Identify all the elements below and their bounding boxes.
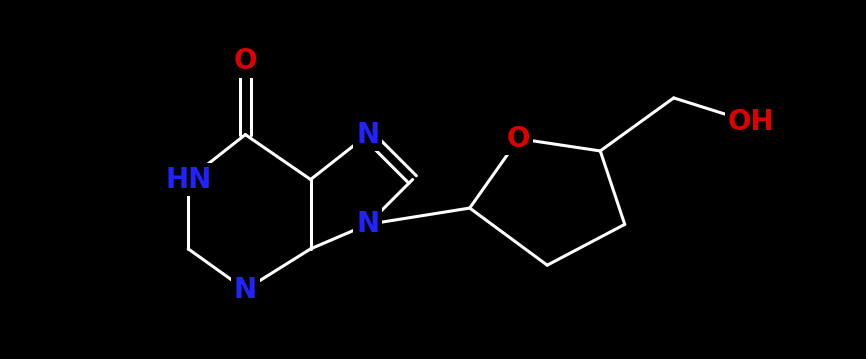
Text: HN: HN xyxy=(165,165,211,194)
Text: OH: OH xyxy=(728,108,774,136)
Text: O: O xyxy=(234,47,257,75)
Text: N: N xyxy=(234,276,257,304)
Text: N: N xyxy=(356,210,379,238)
Text: N: N xyxy=(356,121,379,149)
Text: O: O xyxy=(507,125,530,153)
